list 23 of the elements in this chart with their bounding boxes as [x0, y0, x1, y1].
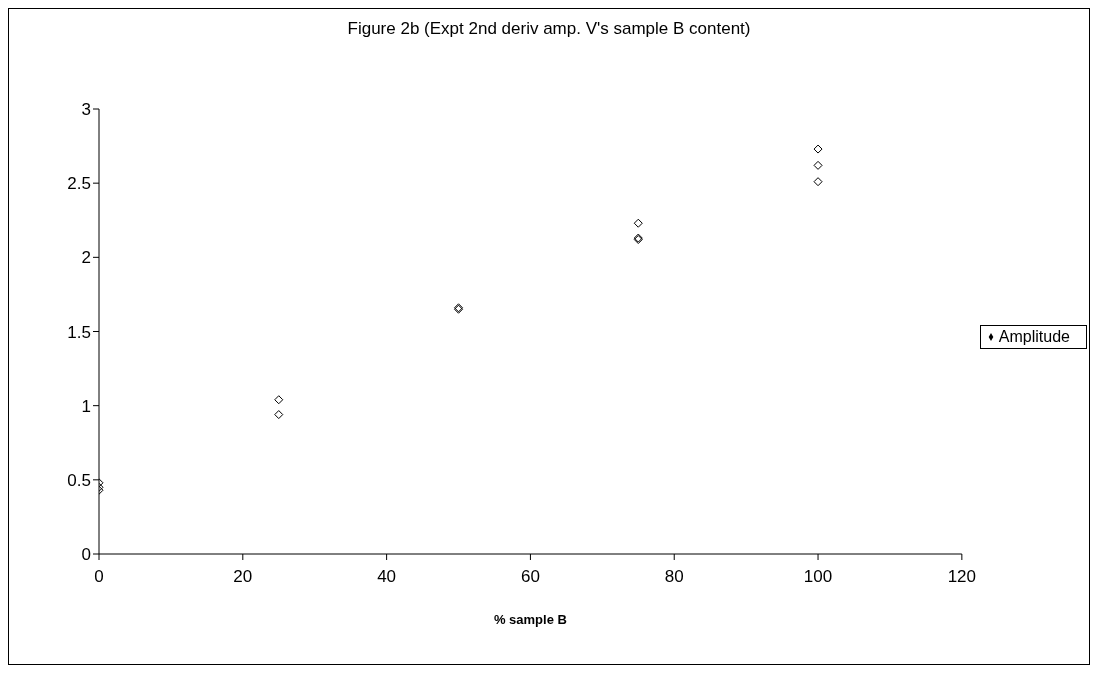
x-tick-label: 120	[947, 567, 977, 587]
legend-label: Amplitude	[998, 327, 1070, 345]
y-tick-label: 0	[81, 545, 91, 565]
point	[274, 395, 284, 405]
point	[813, 144, 823, 154]
y-tick-label: 1	[81, 396, 91, 416]
point	[274, 410, 284, 420]
y-tick-label: 2.5	[67, 174, 91, 194]
x-tick-label: 80	[664, 567, 684, 587]
y-tick-label: 1.5	[67, 322, 91, 342]
x-tick-label: 60	[520, 567, 540, 587]
x-axis-title: % sample B	[493, 612, 567, 627]
point	[813, 177, 823, 187]
y-tick-label: 3	[81, 100, 91, 120]
x-tick-label: 40	[377, 567, 397, 587]
chart-title: Figure 2b (Expt 2nd deriv amp. V's sample B content)	[346, 19, 752, 39]
y-tick-label: 2	[81, 248, 91, 268]
point	[813, 160, 823, 170]
x-tick-label: 100	[803, 567, 833, 587]
x-tick-label: 0	[94, 567, 104, 587]
x-tick-label: 20	[233, 567, 253, 587]
point	[633, 218, 643, 228]
y-tick-label: 0.5	[67, 470, 91, 490]
